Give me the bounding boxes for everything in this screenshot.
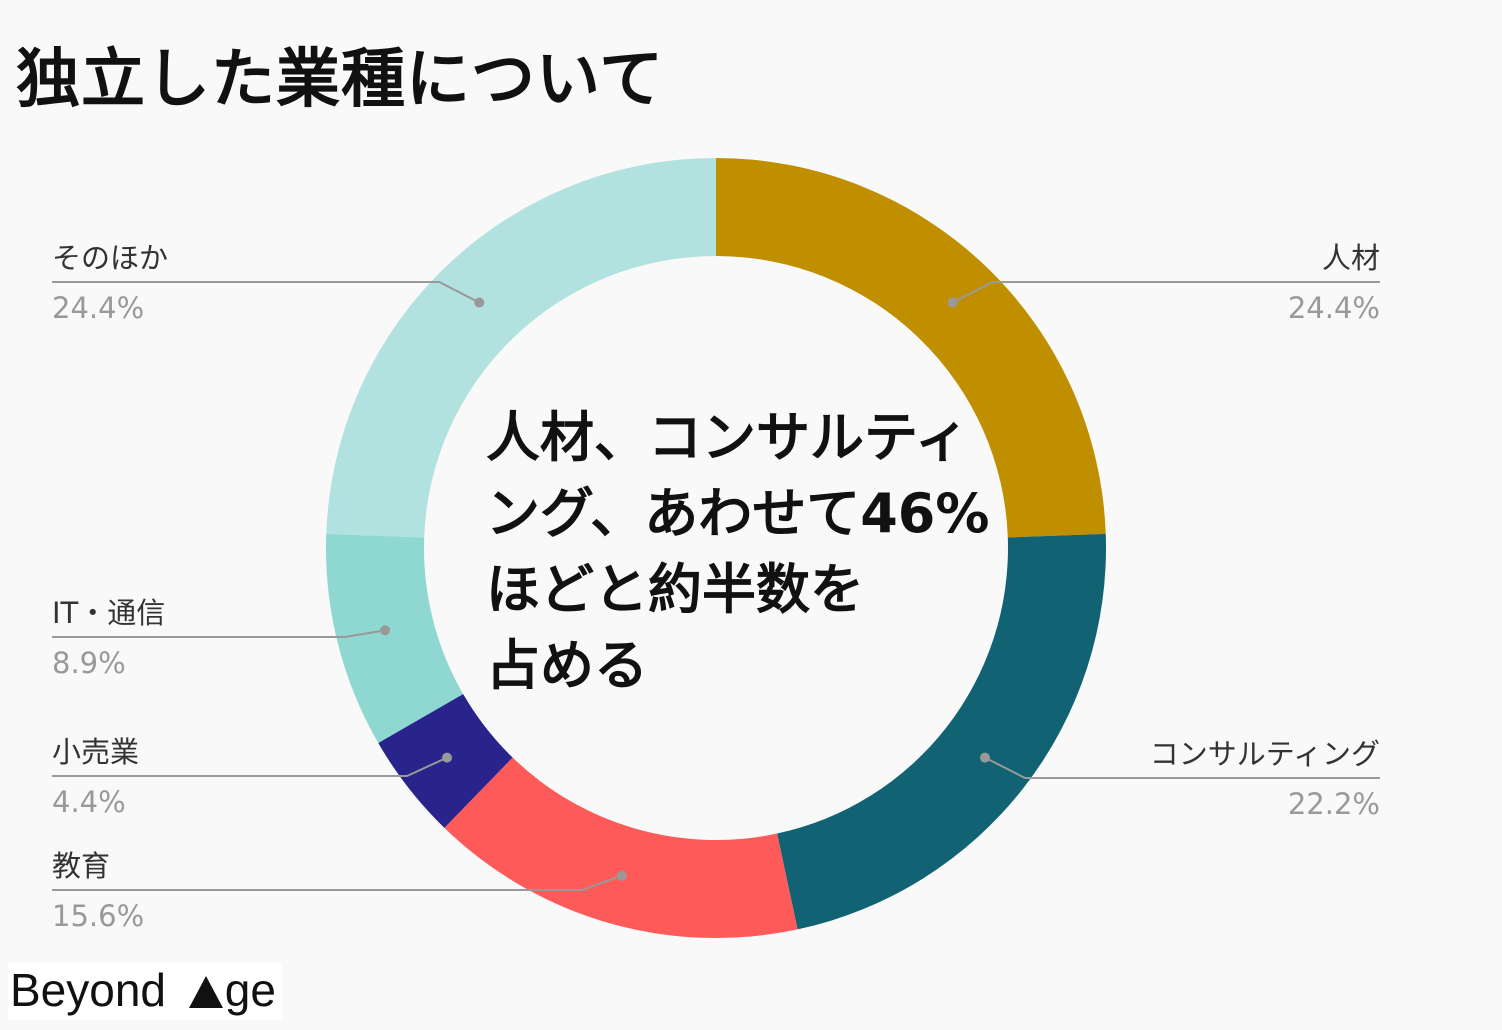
center-annotation-line-2: ほどと約半数を <box>486 558 864 621</box>
logo-text-right: ge <box>224 964 276 1016</box>
center-annotation-line-1: ング、あわせて46% <box>486 482 989 545</box>
center-annotation-line-3: 占める <box>486 634 648 697</box>
leader-dot-5 <box>474 297 485 308</box>
slice-4 <box>326 533 464 743</box>
slice-value-5: 24.4% <box>52 291 144 325</box>
slice-label-0: 人材 <box>1322 241 1380 275</box>
brand-logo: Beyond ge <box>8 962 282 1020</box>
leader-line-2 <box>52 874 623 891</box>
triangle-icon <box>188 976 223 1008</box>
slice-value-0: 24.4% <box>1288 291 1380 325</box>
leader-dot-4 <box>380 625 391 636</box>
slice-0 <box>716 158 1106 538</box>
leader-line-0 <box>952 281 1380 304</box>
slice-label-3: 小売業 <box>52 735 139 769</box>
slice-label-5: そのほか <box>52 241 168 275</box>
slice-label-2: 教育 <box>52 849 110 883</box>
slice-2 <box>444 757 798 938</box>
leader-line-5 <box>52 281 480 304</box>
slice-value-4: 8.9% <box>52 646 126 680</box>
slice-1 <box>777 533 1106 930</box>
leader-dot-2 <box>616 870 627 881</box>
slice-label-1: コンサルティング <box>1150 737 1380 771</box>
leader-line-1 <box>984 756 1380 779</box>
leader-line-4 <box>52 629 386 638</box>
slice-value-1: 22.2% <box>1288 787 1380 821</box>
leader-dot-1 <box>979 752 990 763</box>
leader-line-3 <box>52 756 448 777</box>
center-annotation-line-0: 人材、コンサルティ <box>486 406 969 469</box>
slice-value-3: 4.4% <box>52 785 126 819</box>
slice-value-2: 15.6% <box>52 899 144 933</box>
leader-dot-3 <box>442 752 453 763</box>
logo-text-left: Beyond <box>10 964 179 1016</box>
chart-title: 独立した業種について <box>16 43 665 117</box>
slice-5 <box>326 158 716 538</box>
slice-label-4: IT・通信 <box>52 596 165 630</box>
leader-dot-0 <box>947 297 958 308</box>
